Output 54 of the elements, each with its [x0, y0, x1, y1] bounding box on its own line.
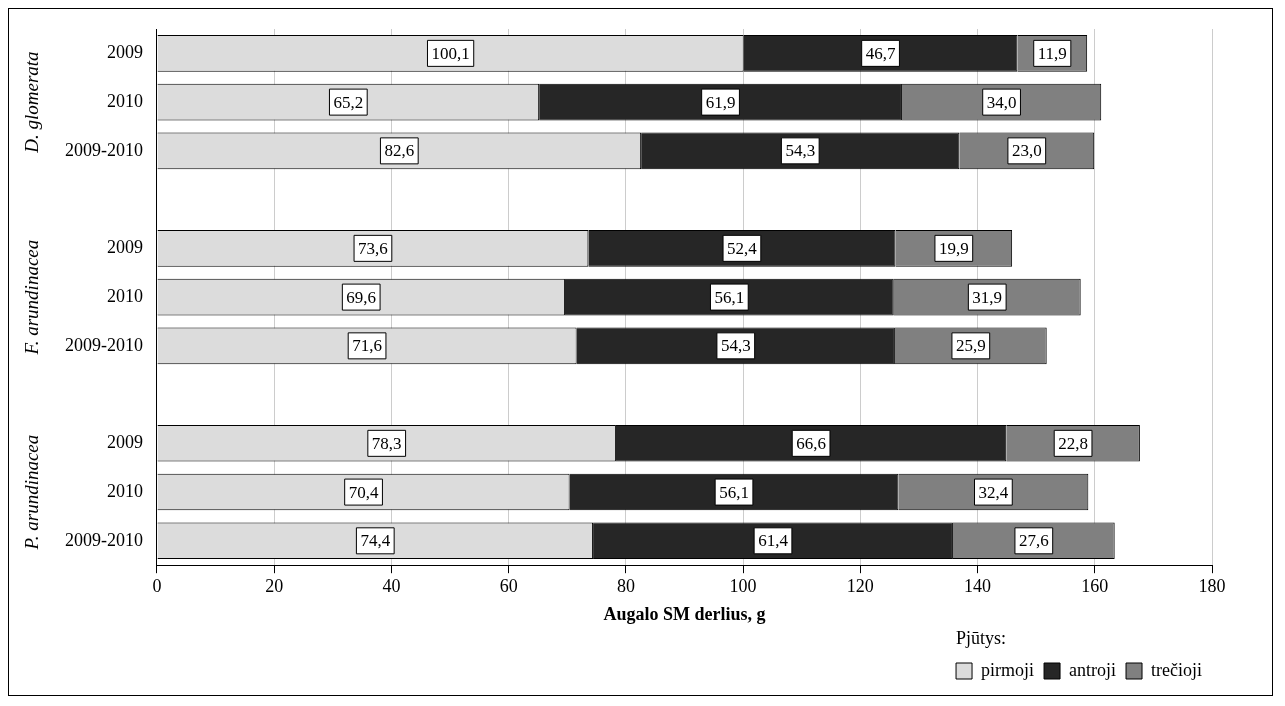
- data-label: 25,9: [955, 336, 986, 356]
- data-label: 27,6: [1018, 531, 1049, 551]
- legend-title: Pjūtys:: [956, 628, 1007, 649]
- data-label: 56,1: [714, 287, 745, 307]
- data-label: 23,0: [1011, 141, 1042, 161]
- data-label: 32,4: [978, 482, 1009, 502]
- data-label: 34,0: [986, 92, 1017, 112]
- legend-label: antroji: [1069, 659, 1117, 680]
- y-tick-label: 2009: [106, 237, 143, 258]
- data-label: 69,6: [346, 287, 377, 307]
- legend-label: trečioji: [1151, 659, 1203, 680]
- x-tick-label: 160: [1081, 575, 1109, 596]
- legend-label: pirmoji: [981, 659, 1035, 680]
- y-tick-label: 2009-2010: [64, 334, 143, 355]
- x-tick-label: 180: [1198, 575, 1226, 596]
- data-label: 73,6: [358, 238, 388, 258]
- data-label: 65,2: [333, 92, 364, 112]
- data-label: 61,4: [758, 531, 789, 551]
- data-label: 74,4: [360, 531, 391, 551]
- data-label: 100,1: [431, 43, 470, 63]
- x-tick-label: 0: [152, 575, 162, 596]
- x-tick-label: 120: [846, 575, 874, 596]
- data-label: 52,4: [727, 238, 758, 258]
- data-label: 54,3: [720, 336, 751, 356]
- text: P. arundinacea: [21, 434, 42, 551]
- data-label: 61,9: [705, 92, 736, 112]
- data-label: 11,9: [1037, 43, 1067, 63]
- x-tick-label: 100: [729, 575, 757, 596]
- data-label: 78,3: [371, 433, 402, 453]
- x-tick-label: 80: [616, 575, 635, 596]
- data-label: 82,6: [384, 141, 415, 161]
- data-label: 46,7: [865, 43, 896, 63]
- x-tick-label: 60: [499, 575, 518, 596]
- text: F. arundinacea: [21, 239, 42, 356]
- data-label: 56,1: [719, 482, 749, 502]
- data-label: 54,3: [785, 141, 816, 161]
- data-label: 31,9: [972, 287, 1003, 307]
- y-tick-label: 2009-2010: [64, 139, 143, 160]
- y-tick-label: 2009-2010: [64, 529, 143, 550]
- y-tick-label: 2010: [106, 285, 143, 306]
- y-tick-label: 2010: [106, 480, 143, 501]
- x-tick-label: 140: [964, 575, 992, 596]
- x-axis-title: Augalo SM derlius, g: [603, 604, 766, 625]
- data-label: 22,8: [1058, 433, 1088, 453]
- data-label: 66,6: [796, 433, 826, 453]
- x-tick-label: 40: [382, 575, 401, 596]
- y-tick-label: 2009: [106, 432, 143, 453]
- y-tick-label: 2010: [106, 90, 143, 111]
- x-tick-label: 20: [265, 575, 284, 596]
- text: D. glomerata: [21, 51, 42, 154]
- data-label: 19,9: [938, 238, 969, 258]
- y-tick-label: 2009: [106, 42, 143, 63]
- data-label: 70,4: [348, 482, 379, 502]
- data-label: 71,6: [352, 336, 382, 356]
